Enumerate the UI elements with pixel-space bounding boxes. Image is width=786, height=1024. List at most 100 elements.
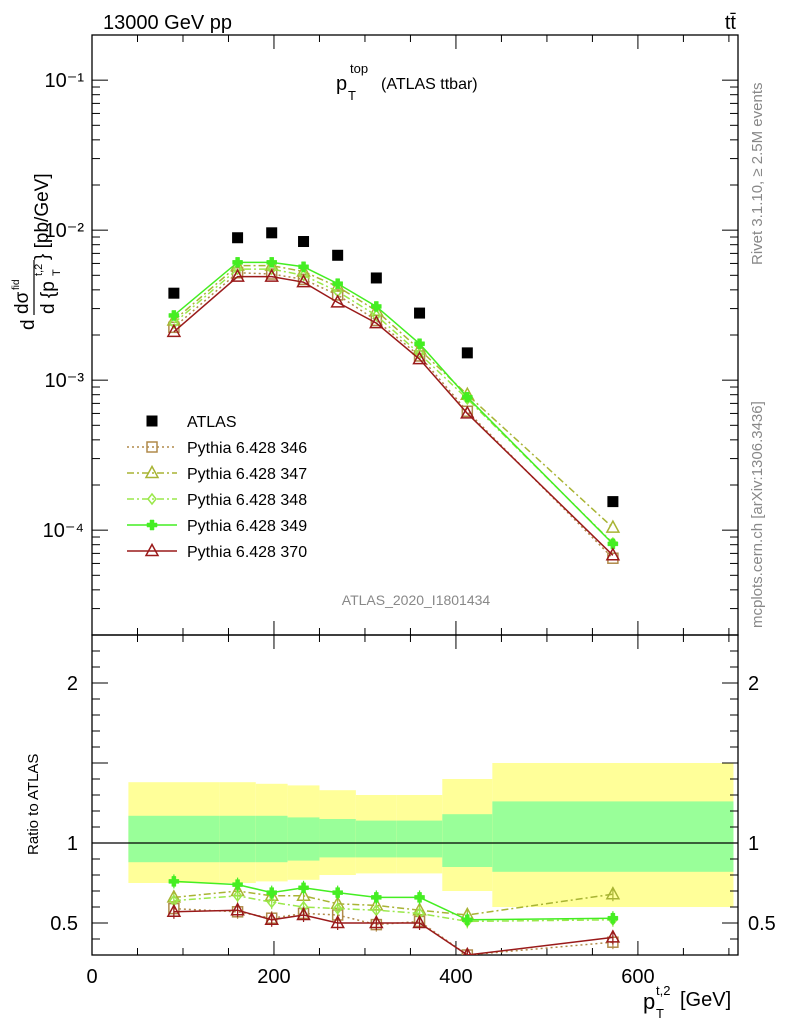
y-tick-label: 10⁻¹	[45, 70, 85, 92]
uncertainty-bands	[92, 763, 738, 907]
data-point-pythia-6-428-370	[412, 351, 427, 365]
svg-text:p: p	[336, 73, 347, 95]
svg-text:t,2: t,2	[33, 264, 45, 276]
data-point-pythia-6-428-348	[371, 309, 382, 322]
data-point-pythia-6-428-370	[369, 315, 384, 329]
title-p: p	[336, 73, 347, 95]
legend-marker-atlas	[146, 415, 158, 427]
legend-marker-pythia-6-428-348	[147, 492, 157, 506]
legend-marker-pythia-6-428-346	[146, 441, 158, 453]
y-tick-label: 10⁻⁴	[43, 520, 84, 542]
ratio-point-pythia-6-428-349	[607, 912, 619, 924]
ratio-series	[166, 874, 621, 955]
data-point-atlas	[414, 307, 426, 319]
series-line-pythia-6-428-348	[173, 268, 614, 544]
plot-title: p top T (ATLAS ttbar)	[336, 61, 478, 103]
header-right: tt̄	[725, 12, 737, 34]
data-point-pythia-6-428-348	[298, 269, 309, 282]
legend-marker-pythia-6-428-347	[144, 464, 160, 479]
band-inner-7	[442, 814, 493, 867]
band-inner-3	[287, 817, 320, 861]
legend-label-pythia-6-428-346: Pythia 6.428 346	[187, 440, 307, 457]
data-point-atlas	[370, 272, 382, 284]
ratio-point-pythia-6-428-349	[462, 914, 473, 926]
ratio-y-tick-label: 1	[67, 833, 78, 855]
legend-label-pythia-6-428-349: Pythia 6.428 349	[187, 518, 307, 535]
rivet-label: Rivet 3.1.10, ≥ 2.5M events	[749, 83, 766, 266]
series-line-pythia-6-428-346	[173, 271, 614, 559]
series-line-pythia-6-428-347	[173, 264, 614, 529]
data-point-pythia-6-428-349	[462, 391, 473, 403]
data-point-atlas	[232, 232, 244, 244]
band-inner-8	[492, 801, 734, 872]
data-point-atlas	[461, 347, 473, 359]
svg-text:d: d	[18, 319, 39, 330]
svg-text:dσ: dσ	[12, 291, 33, 314]
ratio-y-tick-label: 0.5	[50, 913, 78, 935]
svg-text:} [pb/GeV]: } [pb/GeV]	[32, 173, 53, 260]
band-inner-2	[255, 815, 288, 863]
data-point-pythia-6-428-348	[266, 262, 277, 276]
title-sub: T	[348, 88, 356, 103]
data-point-pythia-6-428-349	[298, 261, 309, 273]
ratio-y-tick-label-right: 2	[748, 673, 759, 695]
ratio-point-pythia-6-428-349	[414, 892, 425, 903]
svg-text:p: p	[643, 989, 655, 1014]
ratio-y-tick-label-right: 0.5	[748, 913, 776, 935]
data-point-pythia-6-428-348	[232, 262, 243, 276]
data-point-pythia-6-428-370	[166, 323, 182, 338]
ratio-y-tick-label-right: 1	[748, 833, 759, 855]
ratio-y-tick-label: 2	[67, 673, 78, 695]
data-point-pythia-6-428-349	[168, 310, 180, 321]
ratio-point-pythia-6-428-347	[605, 886, 621, 900]
data-point-pythia-6-428-370	[460, 405, 475, 419]
y-tick-label: 10⁻³	[45, 370, 85, 392]
ratio-point-pythia-6-428-370	[330, 914, 345, 929]
legend-label-atlas: ATLAS	[187, 414, 237, 431]
band-inner-1	[219, 815, 256, 863]
ratio-line-pythia-6-428-346	[173, 907, 613, 955]
band-inner-6	[396, 820, 443, 858]
data-point-pythia-6-428-370	[605, 547, 621, 561]
data-point-atlas	[168, 287, 180, 299]
band-inner-0	[128, 815, 220, 863]
ratio-axis-ticks: 0.5 0.5 1 1 2 2 0 200 400 600	[50, 634, 776, 988]
ratio-point-pythia-6-428-348	[332, 902, 343, 915]
data-point-atlas	[607, 496, 619, 508]
ratio-point-pythia-6-428-370	[369, 914, 384, 929]
svg-text:t,2: t,2	[656, 983, 670, 998]
x-tick-label: 400	[439, 966, 472, 988]
ratio-point-pythia-6-428-370	[264, 911, 279, 926]
data-point-pythia-6-428-349	[607, 538, 619, 550]
x-tick-label: 600	[621, 966, 654, 988]
data-point-pythia-6-428-349	[232, 257, 243, 268]
series-line-pythia-6-428-370	[173, 275, 614, 556]
data-point-pythia-6-428-348	[168, 316, 179, 330]
data-point-pythia-6-428-370	[264, 268, 279, 282]
ratio-point-pythia-6-428-370	[296, 906, 311, 921]
ratio-point-pythia-6-428-370	[412, 914, 427, 929]
ratio-point-pythia-6-428-349	[332, 887, 343, 898]
main-y-label: d dσ fid d {p t,2 T } [pb/GeV]	[11, 173, 63, 330]
header-left: 13000 GeV pp	[103, 12, 232, 34]
legend-marker-pythia-6-428-349	[146, 519, 158, 531]
legend-label-pythia-6-428-370: Pythia 6.428 370	[187, 544, 307, 561]
legend-marker-pythia-6-428-370	[144, 542, 160, 557]
ratio-point-pythia-6-428-349	[298, 882, 309, 894]
svg-text:T: T	[656, 1006, 664, 1021]
data-point-pythia-6-428-347	[605, 519, 621, 533]
ratio-point-pythia-6-428-349	[232, 879, 243, 890]
legend-label-pythia-6-428-348: Pythia 6.428 348	[187, 492, 307, 509]
data-point-pythia-6-428-370	[330, 294, 345, 308]
analysis-label: ATLAS_2020_I1801434	[342, 592, 491, 608]
data-point-pythia-6-428-349	[371, 301, 382, 312]
data-point-pythia-6-428-370	[230, 268, 245, 282]
ratio-point-pythia-6-428-370	[605, 929, 621, 943]
legend: ATLAS Pythia 6.428 346 Pythia 6.428 347 Pyt…	[127, 414, 307, 561]
ratio-point-pythia-6-428-348	[232, 889, 243, 903]
ratio-point-pythia-6-428-370	[230, 902, 245, 916]
band-inner-4	[319, 819, 356, 858]
data-point-pythia-6-428-349	[414, 338, 425, 349]
svg-text:fid: fid	[11, 279, 22, 290]
